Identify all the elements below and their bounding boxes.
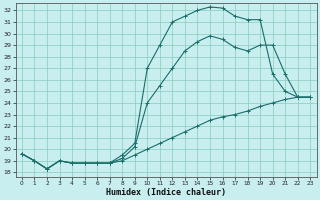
X-axis label: Humidex (Indice chaleur): Humidex (Indice chaleur) (106, 188, 226, 197)
